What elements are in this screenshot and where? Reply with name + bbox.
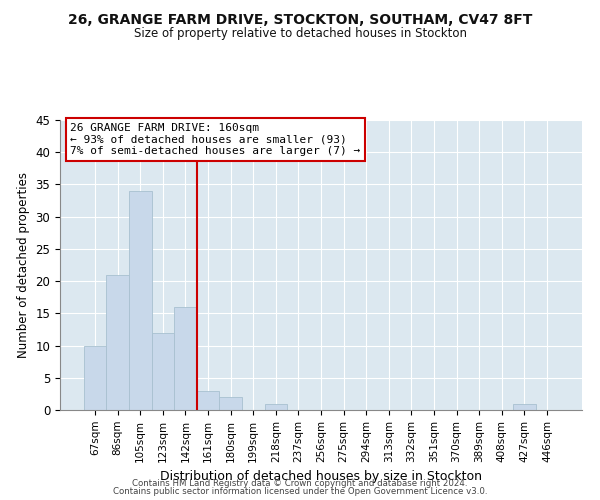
- Bar: [265, 404, 287, 410]
- X-axis label: Distribution of detached houses by size in Stockton: Distribution of detached houses by size …: [160, 470, 482, 483]
- Bar: [129, 191, 152, 410]
- Bar: [152, 332, 174, 410]
- Bar: [106, 274, 129, 410]
- Text: 26, GRANGE FARM DRIVE, STOCKTON, SOUTHAM, CV47 8FT: 26, GRANGE FARM DRIVE, STOCKTON, SOUTHAM…: [68, 12, 532, 26]
- Text: 26 GRANGE FARM DRIVE: 160sqm
← 93% of detached houses are smaller (93)
7% of sem: 26 GRANGE FARM DRIVE: 160sqm ← 93% of de…: [70, 123, 361, 156]
- Bar: [220, 397, 242, 410]
- Bar: [197, 390, 220, 410]
- Text: Contains HM Land Registry data © Crown copyright and database right 2024.: Contains HM Land Registry data © Crown c…: [132, 478, 468, 488]
- Bar: [174, 307, 197, 410]
- Y-axis label: Number of detached properties: Number of detached properties: [17, 172, 30, 358]
- Bar: [84, 346, 106, 410]
- Bar: [513, 404, 536, 410]
- Text: Contains public sector information licensed under the Open Government Licence v3: Contains public sector information licen…: [113, 487, 487, 496]
- Text: Size of property relative to detached houses in Stockton: Size of property relative to detached ho…: [133, 28, 467, 40]
